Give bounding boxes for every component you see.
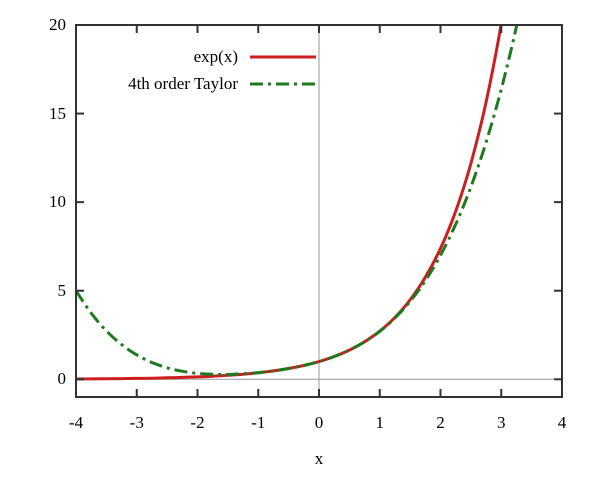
legend-item-exp: exp(x) — [0, 43, 316, 70]
legend-label-taylor: 4th order Taylor — [128, 73, 238, 93]
curves-group — [76, 25, 519, 381]
curve-taylor — [76, 25, 519, 376]
legend: exp(x) 4th order Taylor — [0, 43, 316, 97]
legend-item-taylor: 4th order Taylor — [0, 70, 316, 97]
legend-line-sample-solid-icon — [250, 55, 316, 58]
legend-label-exp: exp(x) — [193, 46, 238, 66]
legend-line-sample-dashdot-icon — [250, 82, 316, 85]
